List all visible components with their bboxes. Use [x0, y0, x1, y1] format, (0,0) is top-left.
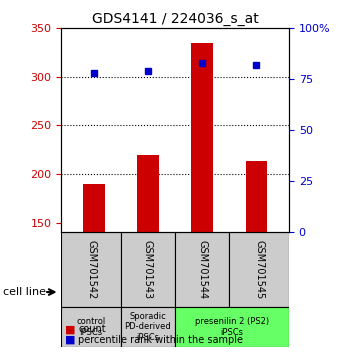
- Text: ■: ■: [65, 335, 75, 345]
- FancyBboxPatch shape: [175, 232, 230, 307]
- Bar: [191, 43, 213, 232]
- Text: presenilin 2 (PS2)
iPSCs: presenilin 2 (PS2) iPSCs: [195, 317, 269, 337]
- Bar: [83, 184, 105, 232]
- Text: GSM701544: GSM701544: [197, 240, 207, 299]
- Text: ■: ■: [65, 324, 75, 334]
- FancyBboxPatch shape: [230, 232, 289, 307]
- FancyBboxPatch shape: [61, 307, 121, 347]
- Text: GSM701542: GSM701542: [86, 240, 96, 299]
- Text: percentile rank within the sample: percentile rank within the sample: [78, 335, 243, 345]
- Text: cell line: cell line: [3, 287, 46, 297]
- Title: GDS4141 / 224036_s_at: GDS4141 / 224036_s_at: [92, 12, 258, 26]
- FancyBboxPatch shape: [121, 232, 175, 307]
- Text: GSM701543: GSM701543: [143, 240, 153, 299]
- Text: Sporadic
PD-derived
iPSCs: Sporadic PD-derived iPSCs: [124, 312, 171, 342]
- FancyBboxPatch shape: [175, 307, 289, 347]
- Bar: [137, 155, 159, 232]
- FancyBboxPatch shape: [121, 307, 175, 347]
- FancyBboxPatch shape: [61, 232, 121, 307]
- Text: control
IPSCs: control IPSCs: [76, 317, 106, 337]
- Bar: [245, 161, 267, 232]
- Text: count: count: [78, 324, 106, 334]
- Text: GSM701545: GSM701545: [254, 240, 264, 299]
